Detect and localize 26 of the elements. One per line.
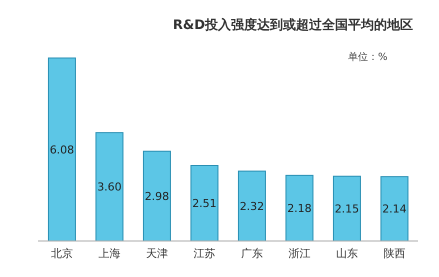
chart-title: R&D投入强度达到或超过全国平均的地区 <box>172 16 414 34</box>
data-label: 2.18 <box>287 202 312 216</box>
bar <box>142 150 171 242</box>
x-tick-label: 陕西 <box>383 246 406 260</box>
annotation: 单位：% <box>348 50 388 64</box>
x-tick-label: 北京 <box>50 246 73 260</box>
data-label: 2.15 <box>334 202 360 216</box>
x-tick-label: 江苏 <box>193 246 216 260</box>
data-label: 2.14 <box>382 202 407 216</box>
data-label: 3.60 <box>97 180 122 194</box>
bar <box>285 174 314 242</box>
data-label: 2.32 <box>240 200 264 213</box>
data-label: 6.08 <box>50 143 74 156</box>
x-tick-label: 广东 <box>240 246 263 260</box>
x-tick-label: 浙江 <box>288 246 310 260</box>
data-label: 2.98 <box>144 190 170 204</box>
bar <box>48 58 76 242</box>
x-tick-label: 天津 <box>146 246 168 260</box>
x-tick-label: 上海 <box>98 246 120 260</box>
data-label: 2.51 <box>192 197 217 210</box>
bar <box>238 170 266 242</box>
x-tick-label: 山东 <box>336 246 358 260</box>
bar <box>190 164 218 242</box>
bar <box>332 176 361 242</box>
bar <box>95 132 124 242</box>
bar <box>380 176 408 242</box>
